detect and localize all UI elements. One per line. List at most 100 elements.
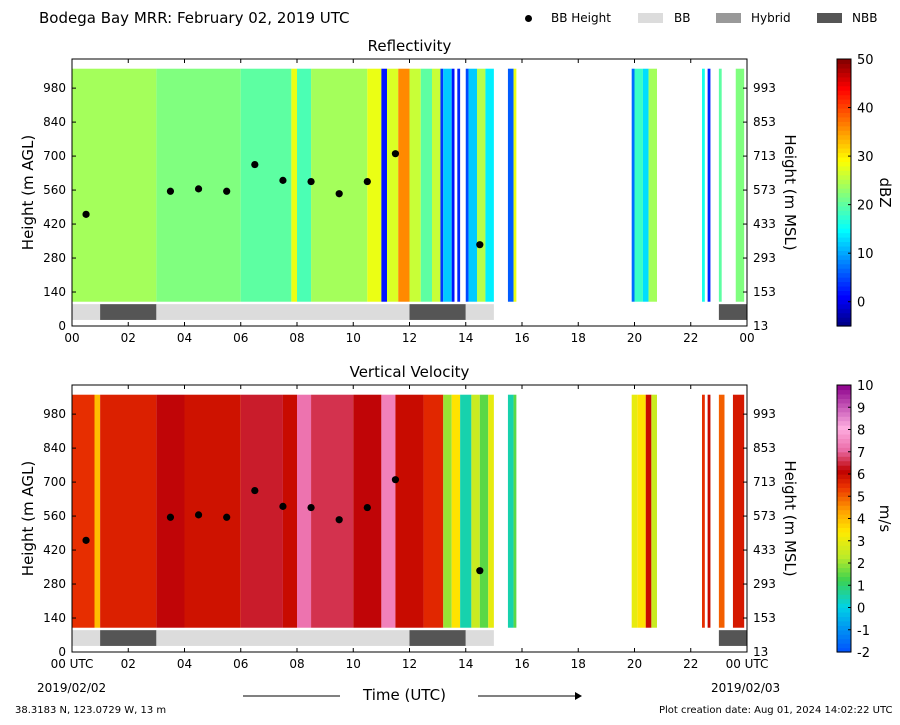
panel1-x-tick-label: 00 xyxy=(739,331,754,345)
panel2-colorbar-segment xyxy=(837,514,851,520)
panel1-data-column xyxy=(443,68,452,302)
panel2-data-column xyxy=(732,394,745,628)
panel2-colorbar-segment xyxy=(837,429,851,435)
panel1-y2-axis-label: Height (m MSL) xyxy=(781,134,799,250)
header-legend: BB Height BB Hybrid NBB xyxy=(520,11,890,27)
panel1-colorbar-segment xyxy=(837,245,851,251)
panel1-bb-height-marker xyxy=(307,177,315,186)
panel1-y2-tick-label: 153 xyxy=(753,285,776,299)
panel2-colorbar-segment xyxy=(837,416,851,422)
panel2-x-tick-label: 00 UTC xyxy=(51,657,94,671)
panel1-colorbar-segment xyxy=(837,85,851,91)
location-label: 38.3183 N, 123.0729 W, 13 m xyxy=(15,705,167,716)
panel1-colorbar-segment xyxy=(837,223,851,229)
panel2-bb-height-marker xyxy=(279,502,287,510)
panel2-colorbar-segment xyxy=(837,598,851,604)
panel2-colorbar-segment xyxy=(837,420,851,426)
panel1-bb-height-marker xyxy=(476,241,484,249)
panel1-colorbar-segment xyxy=(837,210,851,216)
panel2-x-tick-label: 08 xyxy=(289,657,304,671)
panel2-y-tick-label: 140 xyxy=(43,611,66,625)
panel1-bb-height-marker xyxy=(82,210,90,218)
panel2-colorbar-segment xyxy=(837,509,851,515)
panel1-data-column xyxy=(485,68,494,302)
panel1-colorbar-segment xyxy=(837,294,851,300)
panel2-colorbar-segment xyxy=(837,585,851,591)
panel2-colorbar-segment xyxy=(837,611,851,617)
panel2-y-tick-label: 560 xyxy=(43,509,66,523)
panel2-colorbar-segment xyxy=(837,518,851,524)
panel2-y-tick-label: 840 xyxy=(43,441,66,455)
panel1-colorbar-segment xyxy=(837,263,851,269)
panel1-bb-type-segment xyxy=(409,304,466,320)
panel1-colorbar-segment xyxy=(837,156,851,162)
panel2-colorbar-segment xyxy=(837,571,851,577)
panel1-x-tick-label: 00 xyxy=(64,331,79,345)
panel1-data-column xyxy=(367,68,382,302)
panel1-bb-height-marker xyxy=(335,190,343,198)
panel2-x-tick-label: 06 xyxy=(233,657,248,671)
panel2-colorbar-segment xyxy=(837,540,851,546)
panel1-colorbar-segment xyxy=(837,290,851,296)
panel1-colorbar-segment xyxy=(837,116,851,122)
panel1-data-column xyxy=(381,68,387,302)
panel2-data-column xyxy=(443,394,452,628)
panel1-x-tick-label: 22 xyxy=(683,331,698,345)
panel1-data-column xyxy=(465,68,469,302)
panel1-colorbar-frame xyxy=(836,58,852,327)
panel1-data-column xyxy=(297,68,312,302)
panel1-colorbar-segment xyxy=(837,312,851,318)
panel2-colorbar-tick-label: 4 xyxy=(857,513,865,528)
panel2-colorbar-segment xyxy=(837,625,851,631)
panel2-data-column xyxy=(282,394,297,628)
panel2-y-tick-label: 280 xyxy=(43,577,66,591)
panel1-colorbar-segment xyxy=(837,112,851,118)
panel2-data-column xyxy=(637,394,646,628)
panel2-colorbar-tick-label: 1 xyxy=(857,579,865,594)
panel2-data-column xyxy=(718,394,725,628)
panel1-y2-tick-label: 713 xyxy=(753,149,776,163)
panel1-colorbar-segment xyxy=(837,107,851,113)
panel2-y2-axis-label: Height (m MSL) xyxy=(781,460,799,576)
panel2-colorbar-segment xyxy=(837,398,851,404)
panel1-colorbar-segment xyxy=(837,103,851,109)
panel1-data-column xyxy=(702,68,705,302)
panel2-colorbar-segment xyxy=(837,442,851,448)
panel2-colorbar-tick-label: -1 xyxy=(857,624,870,639)
panel1-y-tick-label: 980 xyxy=(43,81,66,95)
panel2-data-column xyxy=(488,394,494,628)
panel2-colorbar-segment xyxy=(837,567,851,573)
panel2-bb-height-marker xyxy=(194,511,203,519)
panel2-data-column xyxy=(645,394,652,628)
panel2-colorbar-segment xyxy=(837,411,851,417)
panel1-y-axis-label: Height (m AGL) xyxy=(19,135,37,250)
panel1-colorbar-segment xyxy=(837,188,851,194)
panel2-x-tick-label: 20 xyxy=(627,657,642,671)
panel1-colorbar-tick-label: 20 xyxy=(857,199,874,214)
panel1-colorbar-segment xyxy=(837,121,851,127)
panel1-colorbar-segment xyxy=(837,152,851,158)
panel2-colorbar-segment xyxy=(837,545,851,551)
panel2-colorbar-segment xyxy=(837,536,851,542)
panel1-x-tick-label: 18 xyxy=(571,331,586,345)
panel2-bb-height-marker xyxy=(82,536,90,544)
panel2-data-column xyxy=(513,394,517,628)
panel2-x-tick-label: 10 xyxy=(346,657,361,671)
legend-hybrid-swatch xyxy=(716,13,741,23)
panel2-x-tick-label: 18 xyxy=(571,657,586,671)
panel1-data-column xyxy=(634,68,643,302)
panel2-x-tick-label: 00 UTC xyxy=(726,657,769,671)
panel1-colorbar-segment xyxy=(837,63,851,69)
panel1-data-column xyxy=(477,68,486,302)
panel1-colorbar-tick-label: 0 xyxy=(857,296,865,311)
panel2-colorbar-segment xyxy=(837,465,851,471)
panel1-colorbar-segment xyxy=(837,134,851,140)
panel1-colorbar-segment xyxy=(837,219,851,225)
panel1-y-tick-label: 140 xyxy=(43,285,66,299)
panel1-data-column xyxy=(440,68,444,302)
time-arrow-head-icon xyxy=(575,692,582,700)
figure-title: Bodega Bay MRR: February 02, 2019 UTC xyxy=(39,9,350,27)
panel1-colorbar-segment xyxy=(837,303,851,309)
panel1-y2-tick-label: 293 xyxy=(753,251,776,265)
